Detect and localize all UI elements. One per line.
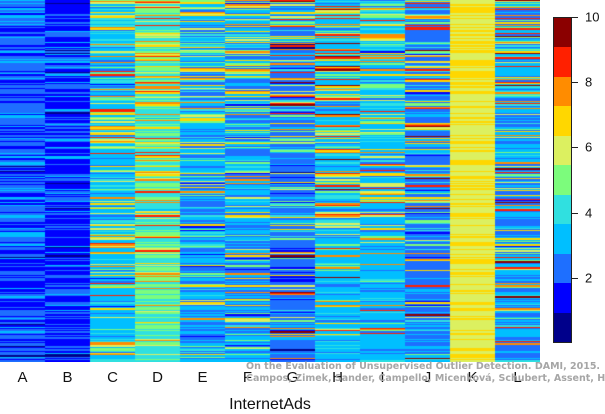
colorbar-segment [554, 47, 571, 77]
colorbar-segment [554, 253, 571, 284]
colorbar-segment [554, 106, 571, 136]
x-tick-label-g: G [286, 369, 299, 386]
x-tick-label-d: D [152, 369, 163, 386]
colorbar-tick [572, 212, 578, 214]
heatmap-plot [0, 0, 540, 362]
colorbar-tick [572, 147, 578, 149]
watermark-line-1: On the Evaluation of Unsupervised Outlie… [246, 361, 601, 372]
colorbar-segment [554, 194, 571, 225]
x-tick-label-b: B [62, 369, 73, 386]
colorbar-segment [554, 165, 571, 195]
colorbar-tick-label: 10 [585, 9, 600, 25]
colorbar [553, 17, 572, 343]
x-tick-label-j: J [423, 369, 432, 386]
colorbar-segment [554, 76, 571, 107]
x-tick-label-f: F [242, 369, 253, 386]
x-tick-label-h: H [332, 369, 343, 386]
watermark-line-2: Campos, Zimek, Sander, Campello, Micenko… [246, 373, 605, 384]
colorbar-tick [572, 82, 578, 84]
colorbar-tick-label: 8 [585, 74, 593, 90]
colorbar-tick-label: 6 [585, 139, 593, 155]
x-tick-label-e: E [197, 369, 208, 386]
colorbar-segment [554, 18, 571, 48]
colorbar-segment [554, 135, 571, 166]
colorbar-segment [554, 283, 571, 313]
x-tick-label-a: A [17, 369, 28, 386]
colorbar-tick-label: 2 [585, 270, 593, 286]
colorbar-tick [572, 17, 578, 18]
colorbar-tick [572, 277, 578, 279]
colorbar-tick-label: 4 [585, 205, 593, 221]
x-tick-label-l: L [513, 369, 522, 386]
citation-watermark: On the Evaluation of Unsupervised Outlie… [246, 361, 605, 385]
x-tick-label-k: K [467, 369, 478, 386]
colorbar-segment [554, 312, 571, 342]
colorbar-segment [554, 224, 571, 254]
x-tick-label-c: C [107, 369, 118, 386]
x-tick-label-i: I [380, 369, 385, 386]
x-axis-title: InternetAds [229, 396, 311, 413]
